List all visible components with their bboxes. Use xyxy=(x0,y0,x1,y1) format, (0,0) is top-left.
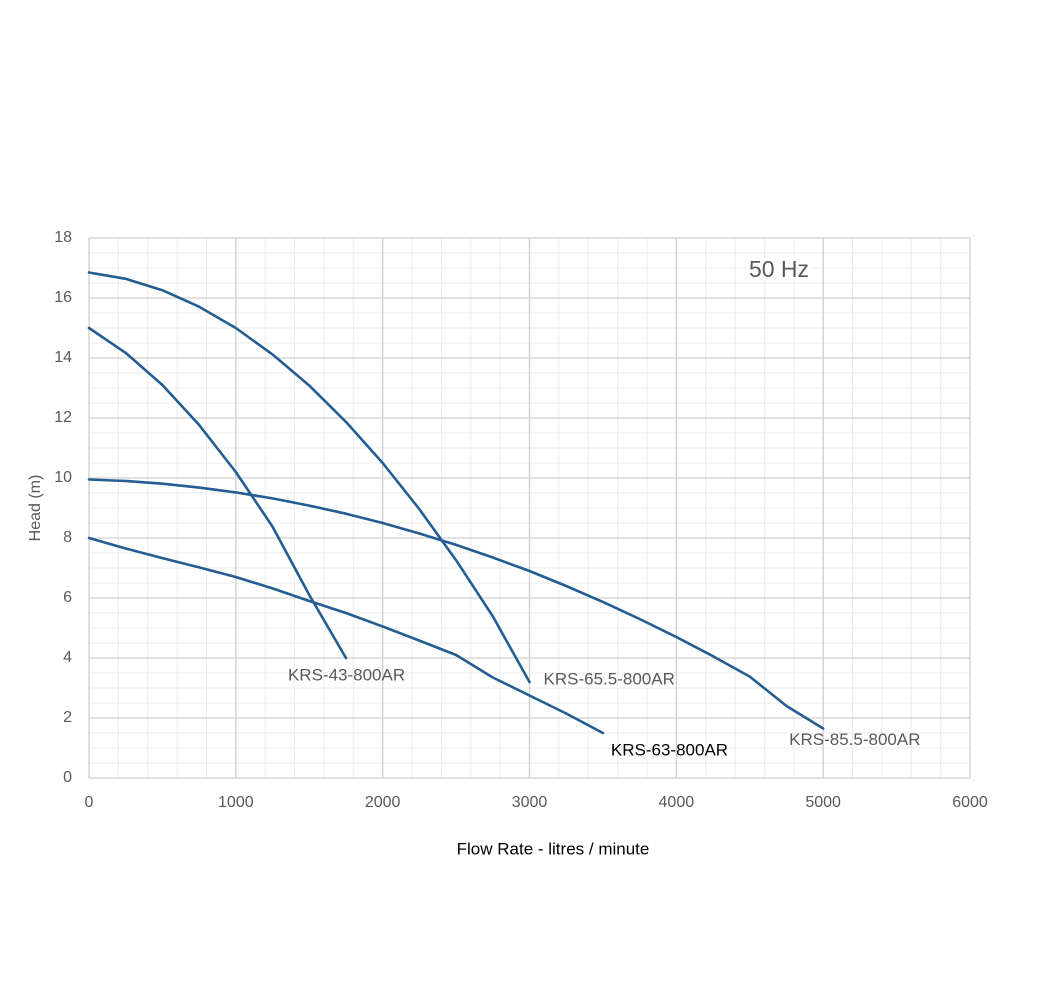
series-line xyxy=(87,536,605,735)
y-tick-label: 10 xyxy=(54,469,72,486)
y-tick-label: 12 xyxy=(54,409,72,426)
y-tick-label: 4 xyxy=(63,649,72,666)
x-tick-label: 0 xyxy=(85,794,94,811)
y-tick-label: 0 xyxy=(63,769,72,786)
y-tick-label: 2 xyxy=(63,709,72,726)
y-tick-label: 14 xyxy=(54,349,72,366)
series-label: KRS-85.5-800AR xyxy=(789,730,920,749)
x-tick-label: 3000 xyxy=(512,794,548,811)
y-axis-label: Head (m) xyxy=(27,475,44,542)
series-line xyxy=(87,271,531,684)
x-tick-label: 6000 xyxy=(952,794,988,811)
y-tick-label: 18 xyxy=(54,229,72,246)
x-axis-label: Flow Rate - litres / minute xyxy=(457,839,650,858)
x-tick-label: 5000 xyxy=(805,794,841,811)
series-line xyxy=(87,478,825,730)
y-tick-label: 6 xyxy=(63,589,72,606)
annotation: 50 Hz xyxy=(749,256,809,282)
y-tick-label: 8 xyxy=(63,529,72,546)
series-label: KRS-65.5-800AR xyxy=(544,669,675,688)
series-label: KRS-43-800AR xyxy=(288,665,405,684)
grid xyxy=(88,237,971,779)
series-label: KRS-63-800AR xyxy=(611,740,728,759)
y-tick-label: 16 xyxy=(54,289,72,306)
x-tick-label: 1000 xyxy=(218,794,254,811)
x-tick-label: 2000 xyxy=(365,794,401,811)
x-tick-label: 4000 xyxy=(659,794,695,811)
series-line xyxy=(87,326,348,660)
